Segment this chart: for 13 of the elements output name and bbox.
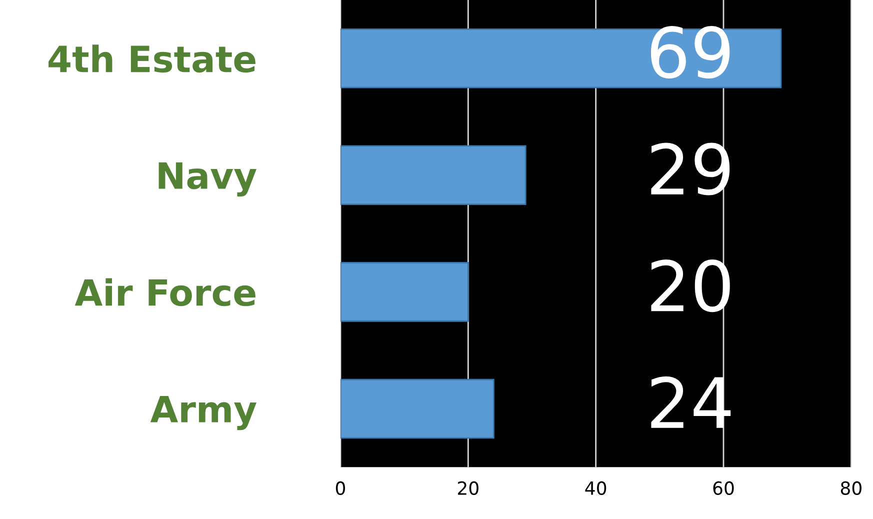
- x-tick-label: 40: [585, 481, 606, 495]
- bar: [340, 378, 494, 439]
- x-tick-label: 80: [840, 481, 862, 495]
- y-tick-label: Navy: [158, 162, 256, 197]
- bar: [340, 145, 526, 206]
- y-tick-label: 4th Estate: [48, 44, 256, 73]
- data-label: 69: [650, 26, 730, 79]
- x-tick-label: 20: [458, 481, 478, 495]
- x-tick-label: 0: [336, 481, 346, 495]
- y-tick-label: Air Force: [74, 278, 256, 306]
- y-tick-label: Army: [150, 396, 256, 430]
- bar: [340, 262, 469, 322]
- x-tick-label: 60: [713, 481, 734, 495]
